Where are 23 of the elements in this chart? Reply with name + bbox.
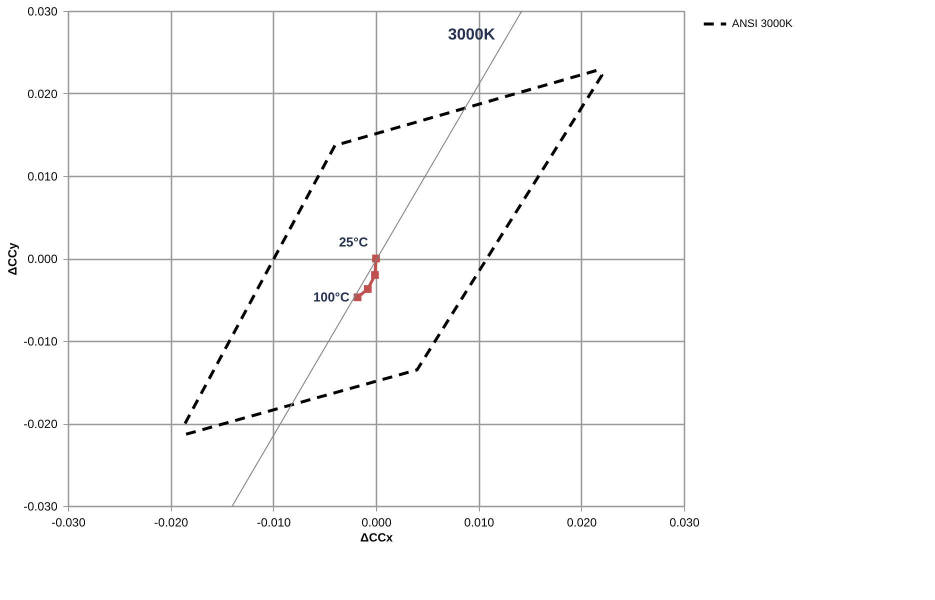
- legend-label: ANSI 3000K: [732, 18, 794, 30]
- annotation: 25°C: [338, 234, 369, 250]
- x-tick-label: -0.010: [256, 516, 292, 530]
- y-tick-label: -0.010: [23, 334, 58, 348]
- y-tick-label: -0.030: [23, 500, 58, 514]
- x-tick-label: -0.030: [51, 516, 86, 530]
- x-tick-label: 0.010: [464, 516, 495, 530]
- y-tick-label: 0.020: [27, 87, 58, 101]
- y-axis-title: ΔCCy: [5, 242, 20, 276]
- x-tick-label: 0.020: [566, 516, 598, 530]
- y-tick-label: 0.030: [27, 4, 58, 18]
- point: [371, 271, 379, 279]
- y-tick-label: 0.010: [27, 170, 58, 184]
- annotation: 100°C: [313, 289, 350, 304]
- x-tick-label: 0.030: [669, 516, 700, 530]
- line-series: [184, 68, 604, 436]
- x-axis-title: ΔCCx: [360, 530, 394, 544]
- y-tick-label: -0.020: [23, 417, 58, 431]
- x-tick-label: -0.020: [154, 516, 189, 530]
- y-tick-label: 0.000: [27, 252, 58, 266]
- point: [364, 285, 372, 293]
- x-tick-label: 0.000: [361, 516, 392, 530]
- annotation: 3000K: [448, 26, 496, 44]
